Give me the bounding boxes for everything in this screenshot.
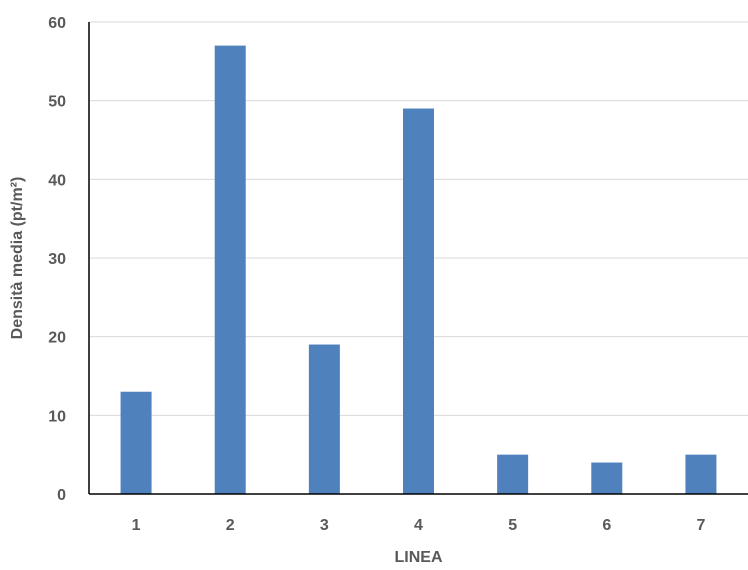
bar-2 xyxy=(214,45,246,494)
axes xyxy=(88,22,748,495)
x-tick-label: 7 xyxy=(696,517,705,534)
x-tick-label: 2 xyxy=(226,517,235,534)
bar-5 xyxy=(497,454,529,494)
y-tick-label: 40 xyxy=(48,172,66,189)
x-tick-label: 4 xyxy=(414,517,423,534)
x-tick-label: 6 xyxy=(602,517,611,534)
x-tick-labels: 1 2 3 4 5 6 7 xyxy=(132,517,706,534)
x-axis-title: LINEA xyxy=(395,549,443,566)
bar-6 xyxy=(591,462,623,494)
bar-4 xyxy=(403,108,434,495)
x-tick-label: 3 xyxy=(320,517,329,534)
bar-3 xyxy=(308,344,340,494)
bars xyxy=(120,45,717,495)
y-tick-label: 60 xyxy=(48,15,66,32)
y-tick-label: 30 xyxy=(48,251,66,268)
y-tick-label: 0 xyxy=(57,487,66,504)
y-axis-title: Densità media (pt/m²) xyxy=(9,177,26,340)
y-tick-label: 20 xyxy=(48,330,66,347)
bar-7 xyxy=(685,454,717,494)
y-tick-label: 10 xyxy=(48,408,66,425)
x-tick-label: 1 xyxy=(132,517,141,534)
x-tick-label: 5 xyxy=(508,517,517,534)
bar-1 xyxy=(120,391,152,494)
y-tick-label: 50 xyxy=(48,94,66,111)
y-tick-labels: 0 10 20 30 40 50 60 xyxy=(48,15,66,504)
